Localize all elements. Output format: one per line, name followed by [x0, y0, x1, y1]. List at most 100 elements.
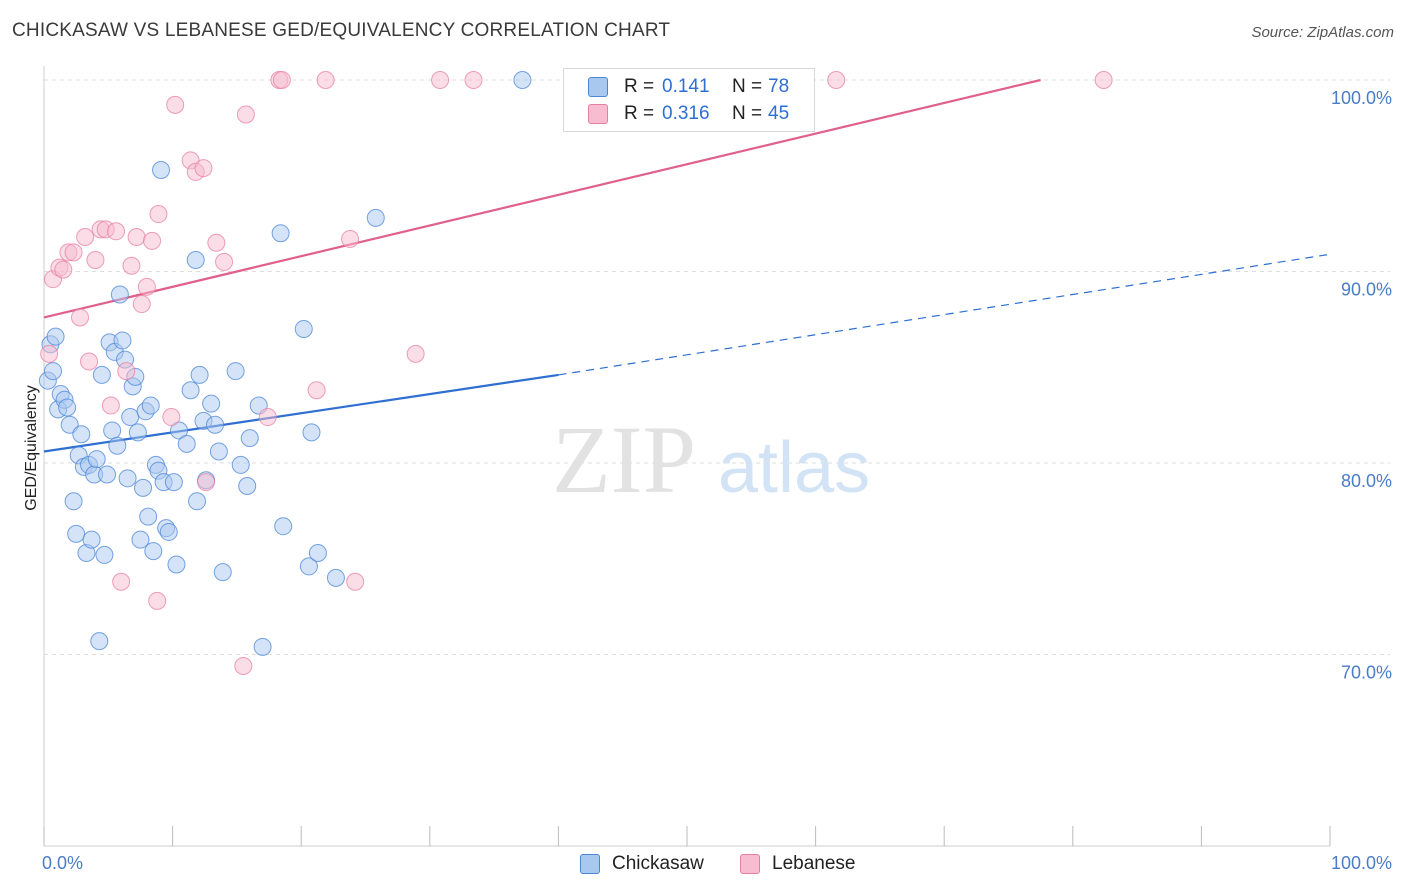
data-point-lebanese	[149, 205, 168, 224]
data-point-chickasaw	[271, 224, 290, 243]
legend-row-chickasaw: R = 0.141 N = 78	[588, 74, 789, 100]
data-point-lebanese	[80, 352, 99, 371]
data-point-lebanese	[341, 229, 360, 248]
legend-r-label: R =	[624, 103, 655, 124]
data-point-lebanese	[112, 572, 131, 591]
data-point-chickasaw	[167, 555, 186, 574]
data-point-chickasaw	[90, 632, 109, 651]
watermark: ZIP atlas	[552, 406, 870, 513]
data-point-chickasaw	[294, 319, 313, 338]
data-point-chickasaw	[159, 522, 178, 541]
trend-line-chickasaw	[43, 373, 559, 453]
data-point-chickasaw	[98, 465, 117, 484]
tick-labels: 70.0% 80.0% 90.0% 100.0% 0.0% 100.0%	[42, 88, 1392, 873]
data-point-lebanese	[101, 396, 120, 415]
data-point-lebanese	[207, 233, 226, 252]
data-point-chickasaw	[164, 473, 183, 492]
y-tick-label: 70.0%	[1341, 663, 1392, 683]
bottom-legend-label-chickasaw: Chickasaw	[612, 853, 704, 874]
data-point-chickasaw	[170, 421, 189, 440]
data-point-lebanese	[86, 251, 105, 270]
data-point-chickasaw	[302, 423, 321, 442]
data-point-lebanese	[71, 308, 90, 327]
data-point-lebanese	[148, 591, 167, 610]
data-point-chickasaw	[82, 530, 101, 549]
legend-n-label: N =	[732, 103, 763, 124]
x-tick-label: 0.0%	[42, 853, 83, 873]
data-point-chickasaw	[110, 285, 129, 304]
bottom-legend-swatch-lebanese	[740, 854, 760, 874]
data-point-lebanese	[236, 105, 255, 124]
legend-r-value: 0.316	[662, 103, 710, 124]
trend-line-lebanese	[43, 78, 1041, 319]
data-point-lebanese	[76, 228, 95, 247]
data-point-chickasaw	[513, 71, 532, 89]
legend-swatch-chickasaw	[588, 77, 608, 97]
data-point-chickasaw	[64, 492, 83, 511]
trend-line-chickasaw-extension	[558, 253, 1331, 376]
legend-n-value: 45	[768, 103, 790, 124]
data-point-chickasaw	[87, 450, 106, 469]
data-point-chickasaw	[240, 429, 259, 448]
data-point-chickasaw	[253, 637, 272, 656]
watermark-zip: ZIP	[552, 406, 696, 513]
legend-r-label: R =	[624, 76, 655, 97]
data-point-lebanese	[162, 408, 181, 427]
data-point-chickasaw	[67, 524, 86, 543]
data-point-chickasaw	[44, 362, 63, 381]
data-point-chickasaw	[206, 415, 225, 434]
data-point-lebanese	[127, 228, 146, 247]
legend-n-value: 78	[768, 76, 790, 97]
legend-r-value: 0.141	[662, 76, 710, 97]
data-point-lebanese	[431, 71, 450, 89]
data-points	[38, 71, 1113, 675]
data-point-lebanese	[107, 222, 126, 241]
data-point-chickasaw	[226, 362, 245, 381]
data-point-chickasaw	[366, 208, 385, 227]
data-point-chickasaw	[118, 469, 137, 488]
data-point-chickasaw	[177, 434, 196, 453]
data-point-chickasaw	[113, 331, 132, 350]
data-point-lebanese	[137, 277, 156, 296]
legend-n-label: N =	[732, 76, 763, 97]
data-point-lebanese	[132, 295, 151, 314]
data-point-chickasaw	[58, 398, 77, 417]
y-tick-label: 80.0%	[1341, 471, 1392, 491]
data-point-chickasaw	[103, 421, 122, 440]
data-point-chickasaw	[190, 365, 209, 384]
data-point-chickasaw	[141, 396, 160, 415]
data-point-chickasaw	[108, 436, 127, 455]
data-point-chickasaw	[95, 545, 114, 564]
data-point-chickasaw	[72, 425, 91, 444]
data-point-lebanese	[166, 95, 185, 114]
data-point-chickasaw	[139, 507, 158, 526]
data-point-chickasaw	[121, 408, 140, 427]
data-point-chickasaw	[326, 568, 345, 587]
bottom-legend-swatch-chickasaw	[580, 854, 600, 874]
data-point-lebanese	[258, 408, 277, 427]
data-point-lebanese	[64, 243, 83, 262]
data-point-lebanese	[54, 260, 73, 279]
data-point-lebanese	[406, 344, 425, 363]
data-point-chickasaw	[231, 455, 250, 474]
data-point-chickasaw	[92, 365, 111, 384]
data-point-chickasaw	[46, 327, 65, 346]
bottom-legend-lebanese: Lebanese	[740, 852, 855, 876]
data-point-chickasaw	[308, 544, 327, 563]
data-point-lebanese	[122, 256, 141, 275]
data-point-chickasaw	[152, 161, 171, 180]
data-point-lebanese	[143, 231, 162, 250]
trend-lines	[43, 78, 1331, 453]
data-point-lebanese	[316, 71, 335, 89]
data-point-lebanese	[464, 71, 483, 89]
data-point-chickasaw	[209, 442, 228, 461]
data-point-chickasaw	[238, 476, 257, 495]
data-point-chickasaw	[299, 557, 318, 576]
data-point-lebanese	[1094, 71, 1113, 89]
grid-lines	[44, 79, 1390, 655]
chart-title: CHICKASAW VS LEBANESE GED/EQUIVALENCY CO…	[12, 20, 671, 41]
bottom-legend-label-lebanese: Lebanese	[772, 853, 856, 874]
data-point-lebanese	[40, 344, 59, 363]
chart-source: Source: ZipAtlas.com	[1251, 24, 1394, 41]
bottom-legend-chickasaw: Chickasaw	[580, 852, 704, 876]
